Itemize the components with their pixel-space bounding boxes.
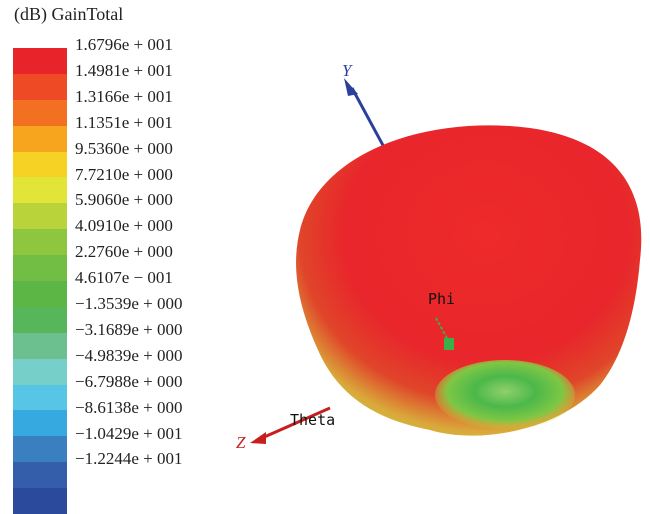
color-swatch — [13, 73, 67, 100]
color-swatch — [13, 332, 67, 359]
scale-tick-label: 9.5360e + 000 — [75, 138, 173, 158]
scale-tick-label: 1.1351e + 001 — [75, 112, 173, 132]
color-swatch — [13, 125, 67, 152]
scale-tick-label: 1.3166e + 001 — [75, 86, 173, 106]
color-swatch — [13, 488, 67, 514]
color-swatch — [13, 255, 67, 282]
z-axis-line — [261, 406, 331, 440]
radiation-pattern-plot: Y Phi Z Theta — [236, 61, 642, 452]
phi-marker — [444, 338, 454, 350]
color-swatch — [13, 281, 67, 307]
z-axis-label: Z — [236, 433, 246, 452]
scale-tick-label: 1.6796e + 001 — [75, 35, 173, 54]
phi-axis-line — [435, 317, 449, 341]
scale-tick-label: 2.2760e + 000 — [75, 242, 173, 262]
scale-tick-label: 5.9060e + 000 — [75, 190, 173, 210]
color-swatch — [13, 48, 67, 74]
scale-tick-label: 4.6107e − 001 — [75, 268, 173, 288]
scale-tick-label: −1.2244e + 001 — [75, 449, 183, 469]
color-swatch — [13, 177, 67, 204]
color-swatch — [13, 436, 67, 463]
scale-tick-label: −8.6138e + 000 — [75, 397, 183, 417]
color-swatch — [13, 99, 67, 126]
scale-tick-label: −1.0429e + 001 — [75, 423, 183, 443]
legend-title: (dB) GainTotal — [14, 4, 124, 24]
y-axis-arrowhead — [344, 78, 358, 96]
lobe-dimple — [435, 360, 575, 430]
z-axis-arrowhead — [250, 432, 266, 444]
y-axis-label: Y — [342, 61, 353, 80]
color-swatch — [13, 358, 67, 385]
color-swatch — [13, 384, 67, 411]
scale-tick-label: −3.1689e + 000 — [75, 319, 183, 339]
scale-tick-label: 4.0910e + 000 — [75, 216, 173, 236]
theta-label: Theta — [290, 411, 335, 429]
color-swatch — [13, 203, 67, 230]
scale-tick-label: 1.4981e + 001 — [75, 60, 173, 80]
phi-label: Phi — [428, 290, 455, 308]
color-swatch — [13, 151, 67, 178]
color-swatch — [13, 410, 67, 437]
color-scale-bar — [13, 48, 67, 514]
color-swatch — [13, 229, 67, 256]
color-swatch — [13, 306, 67, 333]
scale-tick-label: −6.7988e + 000 — [75, 371, 183, 391]
scale-tick-label: 7.7210e + 000 — [75, 164, 173, 184]
scale-tick-label: −4.9839e + 000 — [75, 345, 183, 365]
gain-lobe — [296, 125, 642, 436]
scale-tick-label: −1.3539e + 000 — [75, 294, 183, 313]
